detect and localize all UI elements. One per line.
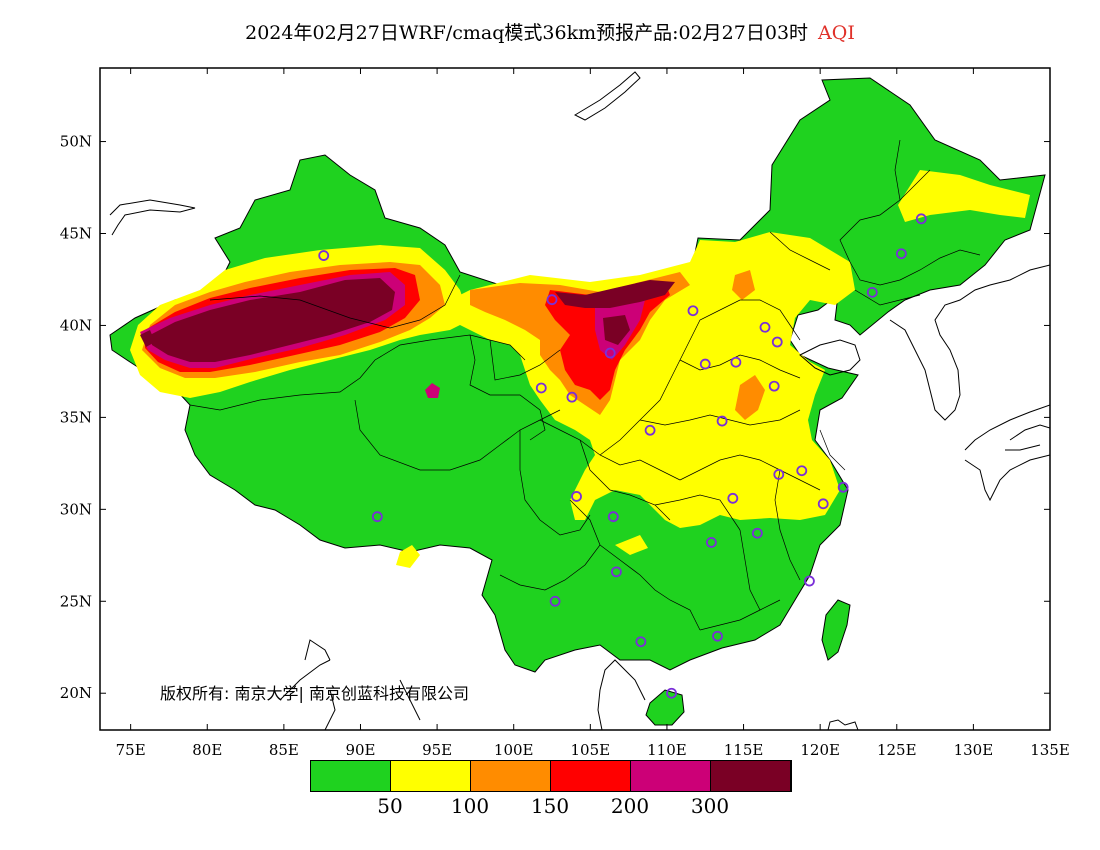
station-marker bbox=[635, 636, 647, 648]
station-marker bbox=[666, 687, 677, 699]
lat-tick-label: 40N bbox=[60, 316, 92, 334]
hainan bbox=[645, 689, 685, 726]
lat-tick-label: 30N bbox=[60, 500, 92, 518]
station-marker bbox=[866, 286, 878, 298]
colorbar-label: 200 bbox=[610, 794, 650, 818]
station-marker bbox=[895, 248, 907, 260]
lat-tick-label: 50N bbox=[60, 133, 92, 151]
station-marker bbox=[318, 250, 330, 261]
station-marker bbox=[759, 321, 771, 333]
map-content bbox=[109, 71, 1050, 730]
lon-tick-label: 135E bbox=[1030, 741, 1070, 759]
station-marker bbox=[644, 424, 656, 436]
colorbar-label: 300 bbox=[690, 794, 730, 818]
lat-tick-label: 25N bbox=[60, 592, 92, 610]
colorbar-label: 100 bbox=[450, 794, 490, 818]
orange-zone-east bbox=[735, 375, 765, 420]
station-marker bbox=[773, 468, 785, 480]
station-marker bbox=[751, 527, 763, 539]
station-marker bbox=[610, 566, 622, 578]
colorbar-swatch bbox=[471, 761, 551, 791]
lat-tick-label: 20N bbox=[60, 684, 92, 702]
map-title: 2024年02月27日WRF/cmaq模式36km预报产品:02月27日03时 A… bbox=[0, 18, 1100, 45]
title-text: 2024年02月27日WRF/cmaq模式36km预报产品:02月27日03时 bbox=[245, 22, 809, 44]
station-marker bbox=[804, 575, 815, 587]
yellow-zone-northeast bbox=[898, 170, 1030, 222]
title-variable: AQI bbox=[818, 22, 855, 44]
maroon-zone-ningxia bbox=[603, 315, 630, 345]
maroon-spot-west bbox=[140, 330, 155, 347]
station-marker bbox=[771, 336, 783, 348]
station-marker bbox=[549, 595, 561, 607]
station-marker bbox=[604, 347, 616, 359]
station-marker bbox=[571, 491, 582, 502]
lon-tick-label: 85E bbox=[269, 741, 299, 759]
lon-tick-label: 110E bbox=[647, 741, 687, 759]
province-boundaries bbox=[189, 139, 981, 631]
station-marker bbox=[712, 630, 723, 642]
station-marker bbox=[546, 294, 558, 306]
lon-tick-label: 125E bbox=[877, 741, 917, 759]
maroon-zone-tarim bbox=[150, 278, 395, 362]
map-frame bbox=[99, 67, 1051, 731]
station-marker bbox=[817, 498, 829, 510]
lat-tick-label: 35N bbox=[60, 408, 92, 426]
colorbar-swatch bbox=[551, 761, 631, 791]
station-markers bbox=[318, 213, 927, 699]
station-marker bbox=[371, 511, 383, 523]
lon-tick-label: 120E bbox=[800, 741, 840, 759]
yellow-zone-sw bbox=[396, 545, 420, 568]
orange-zone-hotspot bbox=[732, 270, 755, 300]
colorbar-swatch bbox=[311, 761, 391, 791]
lat-tick-label: 45N bbox=[60, 225, 92, 243]
colorbar-label: 50 bbox=[377, 794, 403, 818]
colorbar-swatch bbox=[711, 761, 791, 791]
lon-tick-label: 90E bbox=[345, 741, 375, 759]
copyright-notice: 版权所有: 南京大学| 南京创蓝科技有限公司 bbox=[160, 684, 469, 703]
maroon-zone-inner-mongolia bbox=[555, 280, 675, 308]
station-marker bbox=[727, 492, 739, 504]
longitude-axis: 75E 80E 85E 90E 95E 100E 105E 110E 115E 120E 125E 1… bbox=[116, 68, 1070, 759]
lon-tick-label: 100E bbox=[494, 741, 534, 759]
station-marker bbox=[566, 391, 578, 403]
lon-tick-label: 95E bbox=[422, 741, 452, 759]
station-marker bbox=[796, 465, 808, 477]
station-marker bbox=[607, 511, 619, 523]
lon-tick-label: 130E bbox=[954, 741, 994, 759]
lon-tick-label: 115E bbox=[724, 741, 764, 759]
taiwan bbox=[821, 599, 851, 661]
colorbar-label: 150 bbox=[530, 794, 570, 818]
colorbar-swatch bbox=[631, 761, 711, 791]
station-marker bbox=[699, 358, 711, 370]
lon-tick-label: 75E bbox=[116, 741, 146, 759]
coastlines bbox=[109, 71, 1050, 730]
station-marker bbox=[716, 415, 728, 427]
station-marker bbox=[730, 356, 742, 368]
aqi-colorbar bbox=[310, 760, 792, 792]
colorbar-swatch bbox=[391, 761, 471, 791]
magenta-spot-qinghai bbox=[425, 383, 440, 398]
yellow-zone-south bbox=[615, 535, 648, 555]
station-marker bbox=[535, 382, 547, 394]
latitude-axis: 50N 45N 40N 35N 30N 25N 20N bbox=[60, 133, 1050, 702]
station-marker bbox=[768, 380, 780, 392]
lon-tick-label: 105E bbox=[571, 741, 611, 759]
station-marker bbox=[687, 305, 699, 317]
station-marker bbox=[705, 537, 717, 548]
lon-tick-label: 80E bbox=[192, 741, 222, 759]
station-marker bbox=[915, 213, 927, 225]
station-marker bbox=[837, 481, 849, 493]
